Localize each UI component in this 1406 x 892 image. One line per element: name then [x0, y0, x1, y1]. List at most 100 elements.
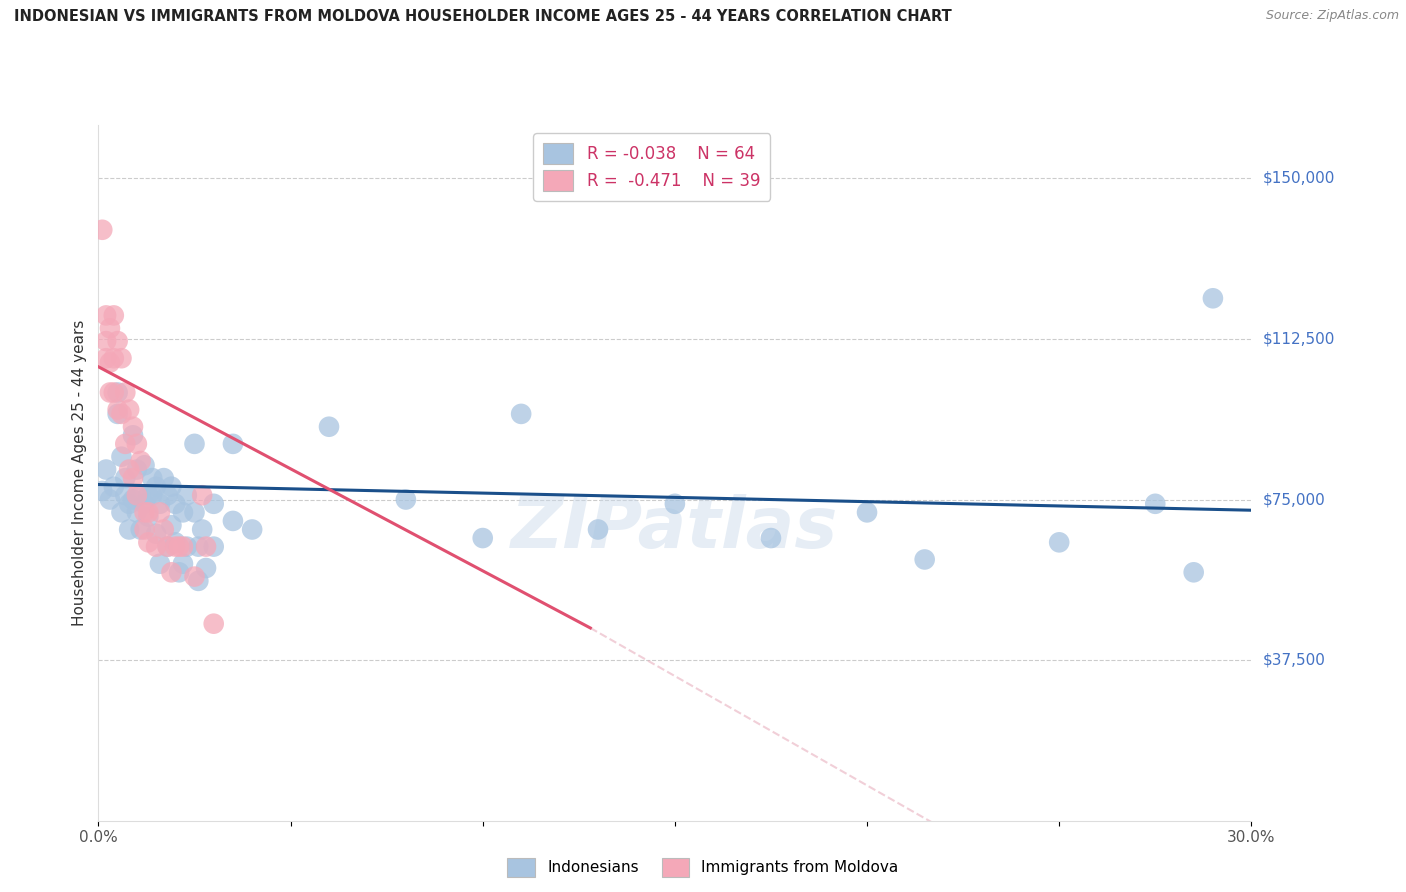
- Legend: R = -0.038    N = 64, R =  -0.471    N = 39: R = -0.038 N = 64, R = -0.471 N = 39: [533, 133, 770, 201]
- Point: [176, 488, 198, 502]
- Point: [114, 471, 136, 485]
- Point: [110, 407, 132, 421]
- Text: $37,500: $37,500: [1263, 653, 1326, 667]
- Point: [172, 540, 194, 554]
- Point: [134, 523, 156, 537]
- Point: [156, 540, 179, 554]
- Text: $150,000: $150,000: [1263, 171, 1334, 186]
- Point: [149, 557, 172, 571]
- Point: [191, 523, 214, 537]
- Point: [114, 385, 136, 400]
- Point: [187, 574, 209, 588]
- Point: [183, 569, 205, 583]
- Point: [183, 437, 205, 451]
- Point: [145, 540, 167, 554]
- Point: [138, 535, 160, 549]
- Point: [118, 402, 141, 417]
- Point: [118, 497, 141, 511]
- Legend: Indonesians, Immigrants from Moldova: Indonesians, Immigrants from Moldova: [499, 850, 907, 884]
- Point: [98, 321, 121, 335]
- Point: [98, 385, 121, 400]
- Point: [110, 351, 132, 366]
- Point: [125, 462, 148, 476]
- Point: [138, 505, 160, 519]
- Point: [98, 492, 121, 507]
- Point: [122, 471, 145, 485]
- Point: [191, 488, 214, 502]
- Point: [165, 497, 187, 511]
- Point: [156, 488, 179, 502]
- Point: [1047, 535, 1070, 549]
- Point: [122, 428, 145, 442]
- Point: [129, 523, 152, 537]
- Point: [156, 540, 179, 554]
- Point: [914, 552, 936, 566]
- Point: [165, 535, 187, 549]
- Point: [152, 471, 174, 485]
- Point: [856, 505, 879, 519]
- Point: [122, 419, 145, 434]
- Point: [172, 505, 194, 519]
- Point: [122, 492, 145, 507]
- Point: [195, 561, 218, 575]
- Point: [759, 531, 782, 545]
- Point: [183, 505, 205, 519]
- Point: [107, 402, 129, 417]
- Point: [114, 437, 136, 451]
- Point: [138, 509, 160, 524]
- Point: [94, 334, 117, 348]
- Text: $112,500: $112,500: [1263, 332, 1334, 346]
- Point: [586, 523, 609, 537]
- Point: [94, 309, 117, 323]
- Point: [103, 351, 125, 366]
- Point: [103, 309, 125, 323]
- Point: [160, 566, 183, 580]
- Point: [134, 505, 156, 519]
- Point: [471, 531, 494, 545]
- Point: [202, 497, 225, 511]
- Point: [145, 526, 167, 541]
- Text: Source: ZipAtlas.com: Source: ZipAtlas.com: [1265, 9, 1399, 22]
- Point: [91, 223, 114, 237]
- Point: [107, 407, 129, 421]
- Text: $75,000: $75,000: [1263, 492, 1326, 507]
- Point: [165, 540, 187, 554]
- Point: [107, 334, 129, 348]
- Point: [176, 540, 198, 554]
- Point: [125, 488, 148, 502]
- Point: [202, 540, 225, 554]
- Point: [167, 566, 190, 580]
- Point: [125, 505, 148, 519]
- Point: [510, 407, 533, 421]
- Point: [118, 523, 141, 537]
- Point: [141, 488, 163, 502]
- Point: [195, 540, 218, 554]
- Point: [134, 497, 156, 511]
- Point: [138, 488, 160, 502]
- Point: [94, 351, 117, 366]
- Point: [125, 437, 148, 451]
- Point: [240, 523, 263, 537]
- Point: [129, 454, 152, 468]
- Point: [167, 540, 190, 554]
- Point: [103, 480, 125, 494]
- Y-axis label: Householder Income Ages 25 - 44 years: Householder Income Ages 25 - 44 years: [72, 319, 87, 626]
- Point: [222, 437, 245, 451]
- Point: [222, 514, 245, 528]
- Point: [141, 471, 163, 485]
- Point: [145, 480, 167, 494]
- Point: [114, 488, 136, 502]
- Point: [160, 480, 183, 494]
- Point: [110, 505, 132, 519]
- Point: [94, 462, 117, 476]
- Point: [149, 505, 172, 519]
- Text: ZIPatlas: ZIPatlas: [512, 494, 838, 563]
- Point: [107, 385, 129, 400]
- Point: [129, 488, 152, 502]
- Point: [202, 616, 225, 631]
- Point: [118, 462, 141, 476]
- Point: [160, 518, 183, 533]
- Point: [1144, 497, 1167, 511]
- Point: [172, 557, 194, 571]
- Point: [149, 497, 172, 511]
